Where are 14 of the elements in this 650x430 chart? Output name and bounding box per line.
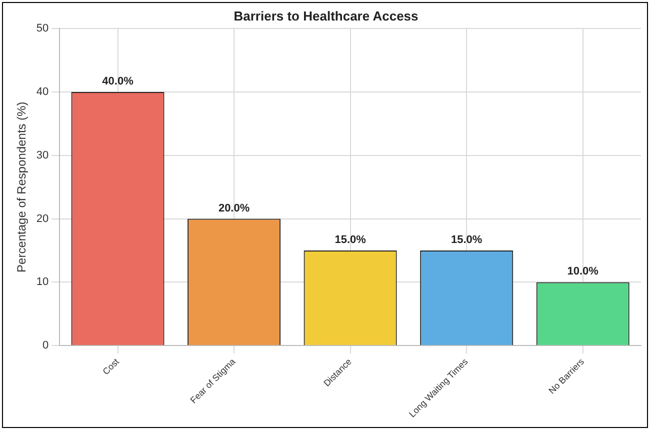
data-label: 10.0% (567, 266, 599, 278)
data-label: 15.0% (334, 234, 366, 246)
data-label: 40.0% (102, 76, 134, 88)
x-tick-label: Cost (100, 356, 122, 377)
y-tick-label: 50 (36, 22, 49, 35)
y-tick-label: 40 (36, 86, 49, 98)
y-tick-label: 0 (42, 340, 49, 352)
y-tick-label: 20 (36, 212, 49, 225)
y-axis-title: Percentage of Respondents (%) (14, 102, 29, 272)
y-tick-label: 30 (36, 149, 49, 162)
chart-title: Barriers to Healthcare Access (234, 8, 418, 24)
y-tick-label: 10 (36, 276, 49, 288)
data-label: 20.0% (218, 202, 250, 214)
data-label: 15.0% (450, 234, 482, 246)
